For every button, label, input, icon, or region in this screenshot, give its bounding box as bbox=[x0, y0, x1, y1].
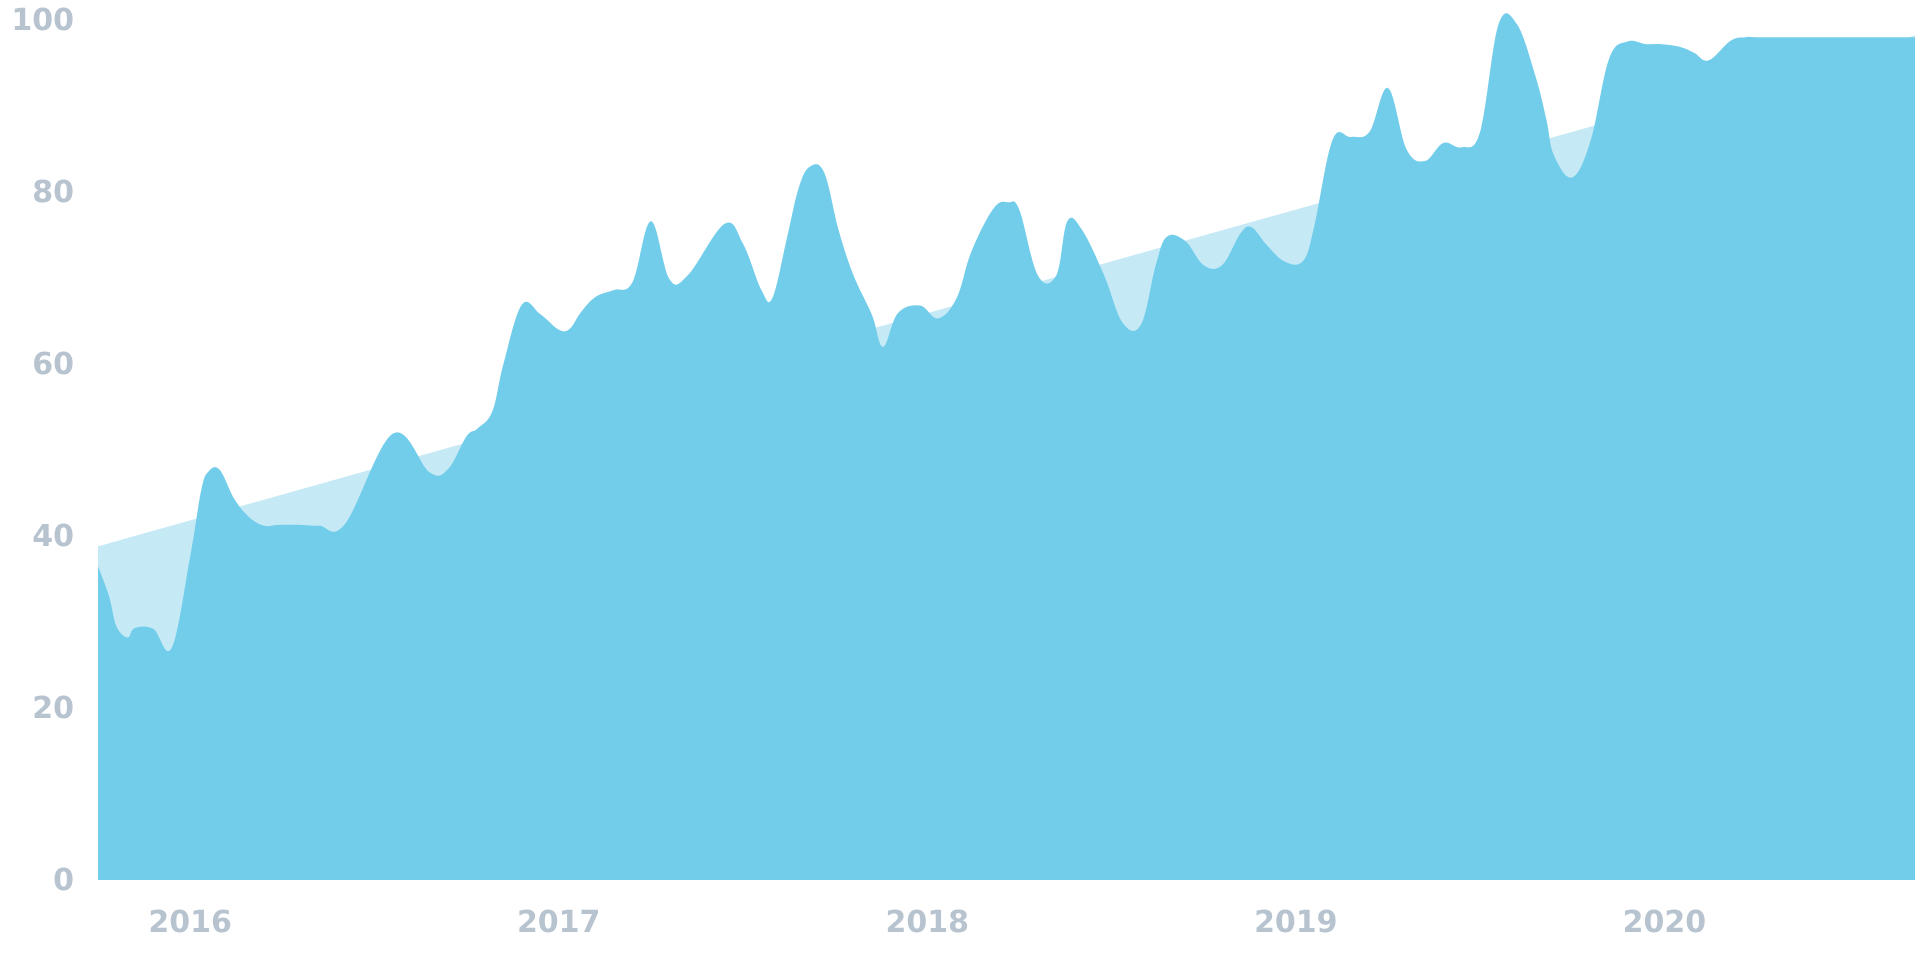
y-tick-label: 60 bbox=[32, 347, 74, 382]
x-tick-label: 2017 bbox=[517, 905, 601, 940]
area-layer bbox=[98, 13, 1915, 880]
y-axis-ticks: 0 20 40 60 80 100 bbox=[11, 3, 74, 898]
y-tick-label: 0 bbox=[53, 863, 74, 898]
x-tick-label: 2019 bbox=[1254, 905, 1338, 940]
x-tick-label: 2016 bbox=[148, 905, 232, 940]
y-tick-label: 80 bbox=[32, 175, 74, 210]
y-tick-label: 40 bbox=[32, 519, 74, 554]
series-area bbox=[98, 13, 1915, 880]
x-axis-ticks: 2016 2017 2018 2019 2020 bbox=[148, 905, 1706, 940]
y-tick-label: 100 bbox=[11, 3, 74, 38]
x-tick-label: 2018 bbox=[886, 905, 970, 940]
x-tick-label: 2020 bbox=[1623, 905, 1707, 940]
y-tick-label: 20 bbox=[32, 691, 74, 726]
